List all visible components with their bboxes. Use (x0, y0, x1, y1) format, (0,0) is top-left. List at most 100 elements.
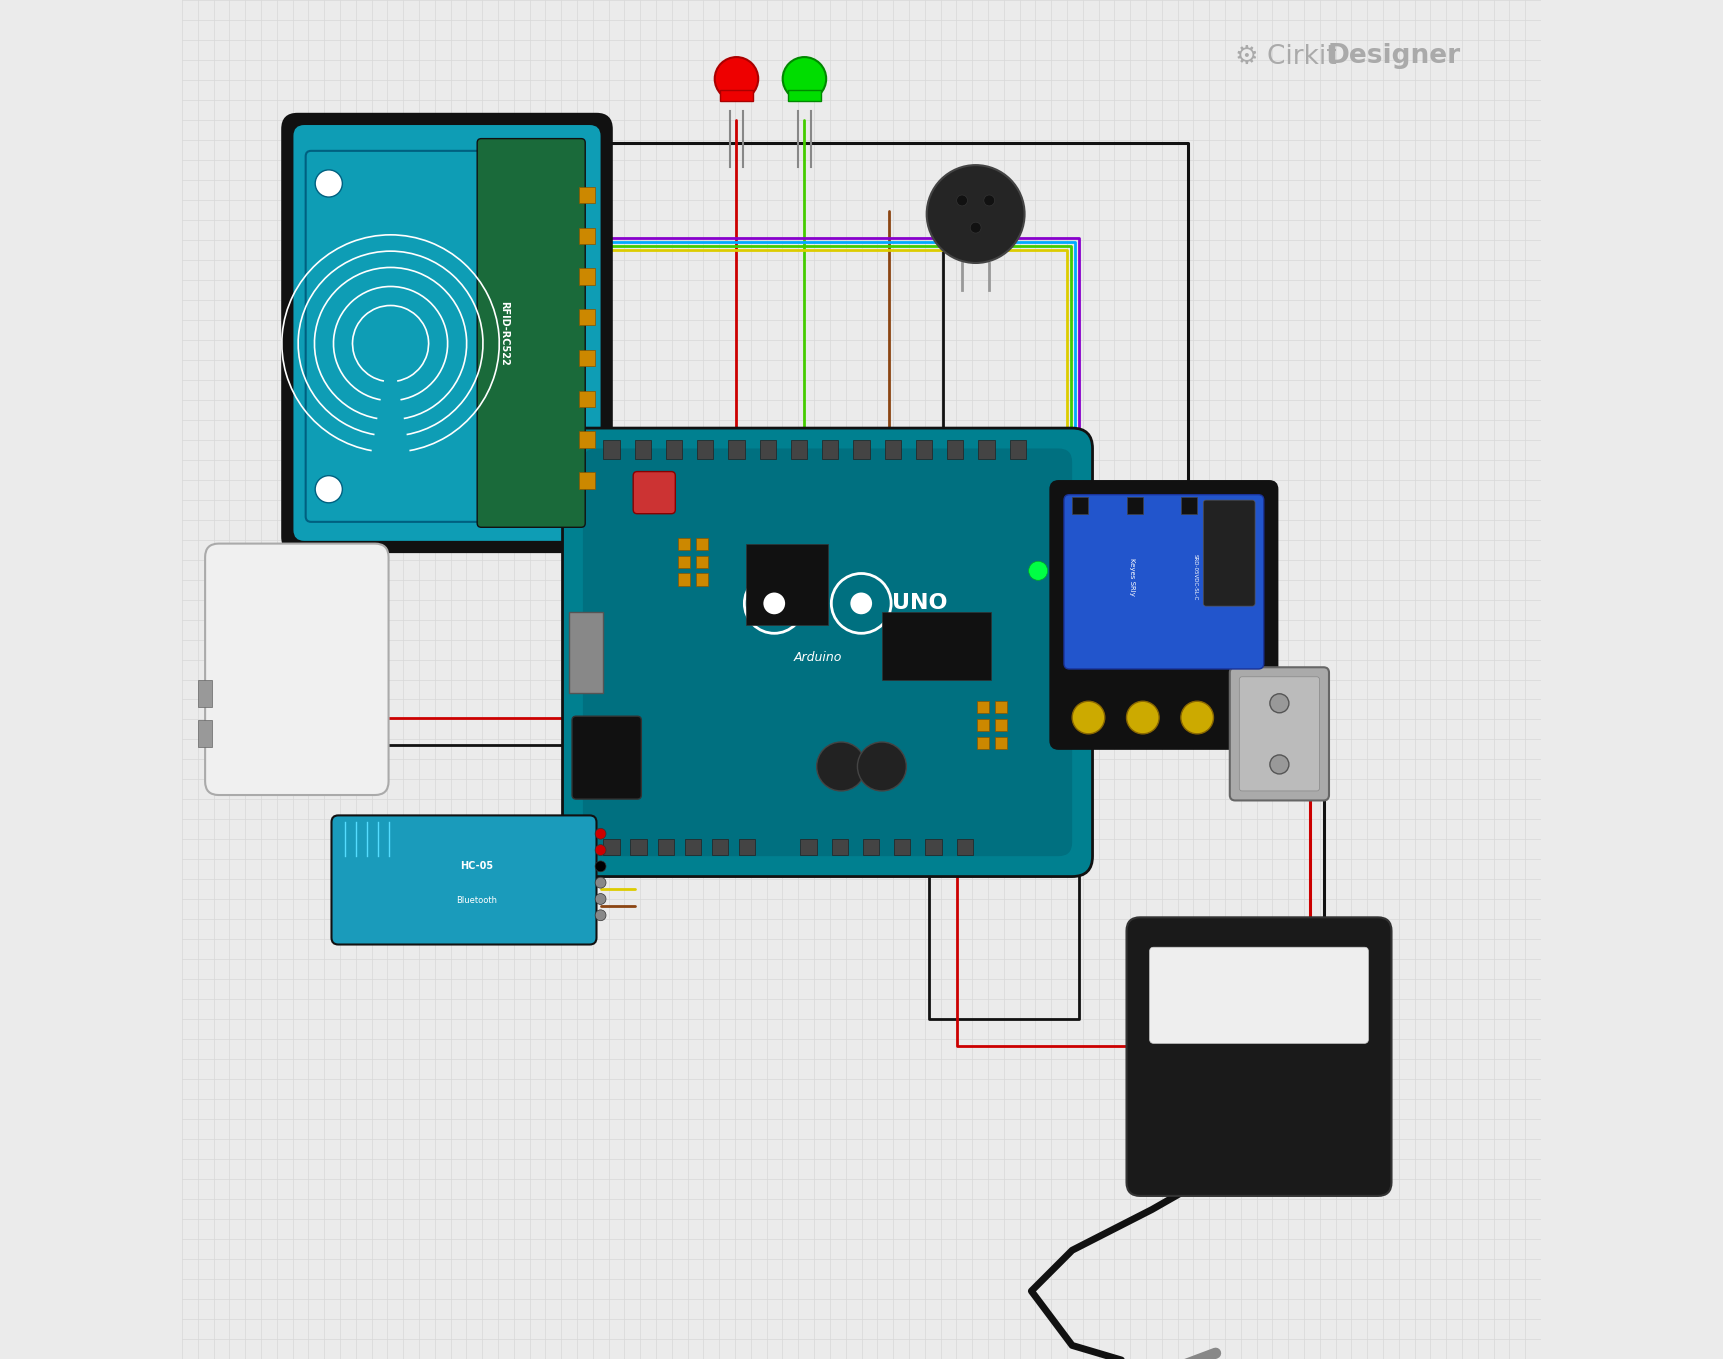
Bar (665, 440, 682, 459)
Bar (1010, 440, 1025, 459)
Bar (579, 227, 594, 245)
FancyBboxPatch shape (205, 544, 389, 795)
Circle shape (1029, 561, 1048, 580)
Bar (569, 612, 603, 693)
FancyBboxPatch shape (281, 113, 613, 553)
Bar (684, 839, 701, 855)
Bar (579, 349, 594, 366)
Bar (739, 839, 755, 855)
Text: ⚙ Cirkit: ⚙ Cirkit (1235, 43, 1346, 69)
Bar (882, 612, 991, 680)
Circle shape (594, 911, 606, 921)
Circle shape (594, 878, 606, 889)
FancyBboxPatch shape (1065, 495, 1263, 669)
FancyBboxPatch shape (1127, 917, 1392, 1196)
Bar (579, 431, 594, 447)
Bar (977, 737, 989, 749)
FancyBboxPatch shape (1239, 677, 1320, 791)
Circle shape (594, 894, 606, 905)
Circle shape (594, 828, 606, 839)
Bar (979, 440, 994, 459)
Bar (977, 719, 989, 731)
Text: Bluetooth: Bluetooth (457, 896, 496, 905)
Bar (917, 440, 932, 459)
Bar (198, 680, 212, 707)
Bar (977, 701, 989, 713)
Circle shape (1180, 701, 1213, 734)
FancyBboxPatch shape (1203, 500, 1254, 606)
Bar (579, 391, 594, 408)
FancyBboxPatch shape (1149, 947, 1368, 1044)
Bar (696, 538, 708, 550)
Bar (603, 440, 620, 459)
Bar (579, 308, 594, 325)
Bar (579, 472, 594, 488)
Circle shape (315, 170, 343, 197)
Bar (832, 839, 848, 855)
Circle shape (744, 573, 805, 633)
Circle shape (594, 845, 606, 856)
Bar (948, 440, 963, 459)
Circle shape (315, 476, 343, 503)
FancyBboxPatch shape (305, 151, 482, 522)
Bar (579, 269, 594, 285)
Bar (994, 701, 1006, 713)
Bar (679, 538, 691, 550)
Circle shape (984, 194, 994, 205)
Bar (746, 544, 827, 625)
Bar (698, 440, 713, 459)
Circle shape (594, 862, 606, 872)
Bar (679, 556, 691, 568)
Bar (994, 737, 1006, 749)
Circle shape (1072, 701, 1104, 734)
Circle shape (851, 593, 872, 614)
Bar (863, 839, 879, 855)
Circle shape (956, 194, 968, 205)
Bar (801, 839, 817, 855)
Bar (631, 839, 646, 855)
Bar (894, 839, 910, 855)
FancyBboxPatch shape (632, 472, 675, 514)
FancyBboxPatch shape (1230, 667, 1328, 800)
Bar (712, 839, 729, 855)
Circle shape (1270, 693, 1289, 712)
FancyBboxPatch shape (293, 125, 601, 541)
FancyBboxPatch shape (582, 448, 1072, 856)
Circle shape (763, 593, 786, 614)
Bar (787, 90, 820, 101)
Bar (1127, 497, 1142, 514)
FancyBboxPatch shape (1051, 481, 1277, 749)
Bar (1180, 497, 1197, 514)
Bar (925, 839, 942, 855)
Text: Designer: Designer (1328, 43, 1461, 69)
Bar (603, 839, 620, 855)
Bar (729, 440, 744, 459)
Text: SRD-05VDC-SL-C: SRD-05VDC-SL-C (1192, 554, 1197, 601)
Bar (198, 720, 212, 747)
Circle shape (782, 57, 825, 101)
Bar (822, 440, 839, 459)
Bar (956, 839, 973, 855)
Circle shape (830, 573, 891, 633)
Bar (696, 556, 708, 568)
FancyBboxPatch shape (562, 428, 1092, 877)
Text: Arduino: Arduino (794, 651, 843, 665)
Text: UNO: UNO (893, 594, 948, 613)
Bar (994, 719, 1006, 731)
Circle shape (715, 57, 758, 101)
Bar (760, 440, 775, 459)
Circle shape (927, 166, 1025, 264)
Bar (853, 440, 870, 459)
Text: RFID-RC522: RFID-RC522 (500, 300, 508, 366)
Text: HC-05: HC-05 (460, 862, 493, 871)
Bar (1072, 497, 1089, 514)
Circle shape (1270, 756, 1289, 775)
Bar (634, 440, 651, 459)
Bar (720, 90, 753, 101)
FancyBboxPatch shape (477, 139, 586, 527)
FancyArrowPatch shape (1166, 1354, 1216, 1359)
Circle shape (817, 742, 865, 791)
FancyBboxPatch shape (331, 815, 596, 945)
Circle shape (970, 222, 980, 232)
Circle shape (1127, 701, 1160, 734)
